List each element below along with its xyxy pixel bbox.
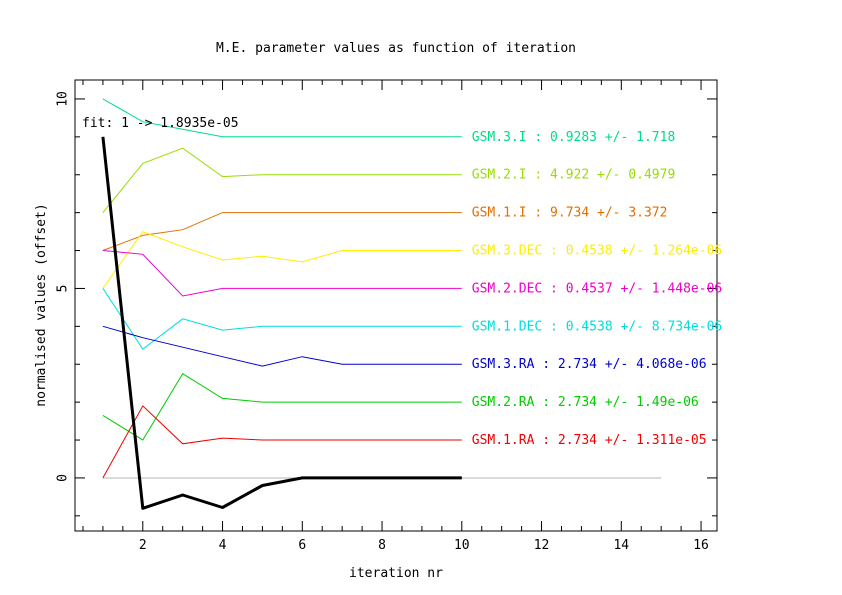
series-label: GSM.2.RA : 2.734 +/- 1.49e-06 [472,395,699,410]
series-line [102,405,462,479]
x-axis-label: iteration nr [349,566,443,581]
series-label: GSM.3.I : 0.9283 +/- 1.718 [472,130,676,145]
x-tick-label: 14 [613,538,629,553]
series-label: GSM.2.DEC : 0.4537 +/- 1.448e-06 [472,281,722,296]
plot-frame [74,79,718,532]
series-line [102,147,462,213]
series-label: GSM.3.RA : 2.734 +/- 4.068e-06 [472,357,707,372]
x-tick-label: 16 [693,538,709,553]
series-label: GSM.1.I : 9.734 +/- 3.372 [472,206,668,221]
series-line [102,98,462,138]
y-tick-label: 5 [56,285,71,293]
x-tick-label: 10 [454,538,470,553]
series-line [102,212,462,251]
series-line [102,373,462,441]
axes-layer: 2 4 6 8 10 12 14 16 0 5 10 [56,80,717,553]
x-tick-label: 12 [534,538,550,553]
x-tick-label: 6 [298,538,306,553]
y-axis-label: normalised values (offset) [34,203,49,407]
series-line [102,288,462,350]
series-line [102,230,462,289]
y-tick-label: 10 [56,91,71,107]
series-labels: GSM.3.I : 0.9283 +/- 1.718 GSM.2.I : 4.92… [472,130,722,448]
series-line [102,250,462,297]
series-label: GSM.2.I : 4.922 +/- 0.4979 [472,168,676,183]
series-layer [101,98,662,510]
x-tick-label: 4 [219,538,227,553]
series-label: GSM.1.RA : 2.734 +/- 1.311e-05 [472,433,707,448]
series-line [102,325,462,367]
chart-title: M.E. parameter values as function of ite… [216,41,576,56]
series-label: GSM.1.DEC : 0.4538 +/- 8.734e-06 [472,319,722,334]
x-tick-label: 2 [139,538,147,553]
x-tick-label: 8 [378,538,386,553]
series-label: GSM.3.DEC : 0.4538 +/- 1.264e-06 [472,244,722,259]
fit-line [101,136,462,510]
fit-label: fit: 1 -> 1.8935e-05 [82,116,239,131]
y-tick-label: 0 [56,474,71,482]
